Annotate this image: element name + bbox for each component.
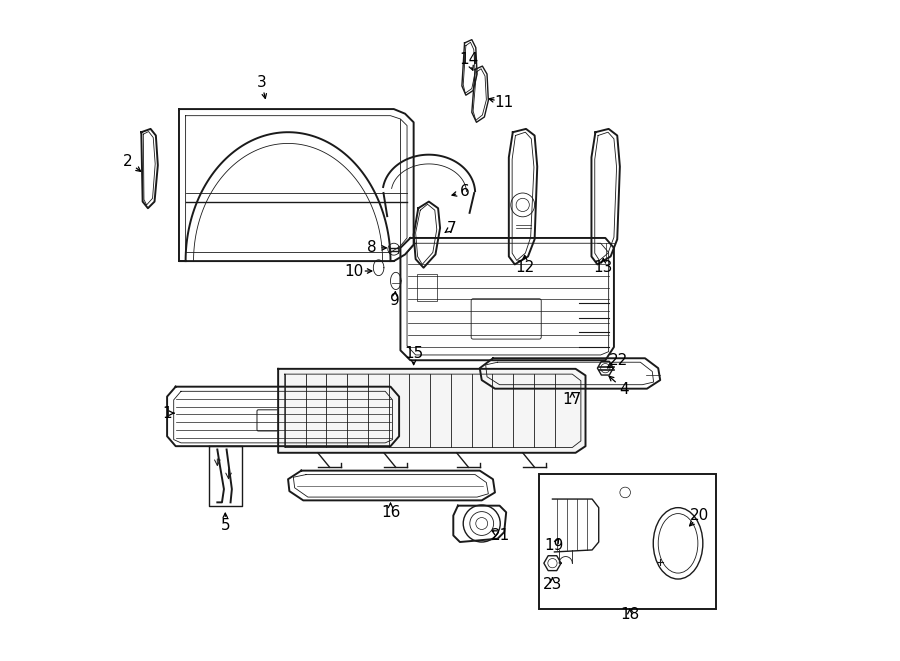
Text: 11: 11 (495, 95, 514, 110)
Text: 7: 7 (446, 221, 456, 235)
Text: 3: 3 (256, 75, 266, 90)
Text: 16: 16 (381, 505, 400, 520)
Text: 9: 9 (390, 293, 400, 308)
Text: 1: 1 (162, 406, 172, 420)
Text: 18: 18 (620, 607, 639, 622)
Text: 2: 2 (123, 155, 133, 169)
Polygon shape (278, 369, 586, 453)
Text: 14: 14 (459, 52, 478, 67)
Text: 6: 6 (460, 184, 470, 199)
Text: 23: 23 (543, 578, 562, 592)
Bar (539, 474, 716, 609)
Text: 5: 5 (220, 518, 230, 533)
Text: 13: 13 (594, 260, 613, 275)
Text: 8: 8 (367, 241, 377, 255)
Text: 4: 4 (620, 383, 629, 397)
Text: 20: 20 (690, 508, 709, 523)
Text: 19: 19 (544, 538, 564, 553)
Text: 22: 22 (609, 353, 628, 368)
Text: 21: 21 (491, 528, 510, 543)
Text: 10: 10 (345, 264, 364, 278)
Bar (417, 274, 436, 301)
Text: 15: 15 (404, 346, 423, 361)
Text: 12: 12 (515, 260, 535, 275)
Text: 17: 17 (562, 393, 582, 407)
